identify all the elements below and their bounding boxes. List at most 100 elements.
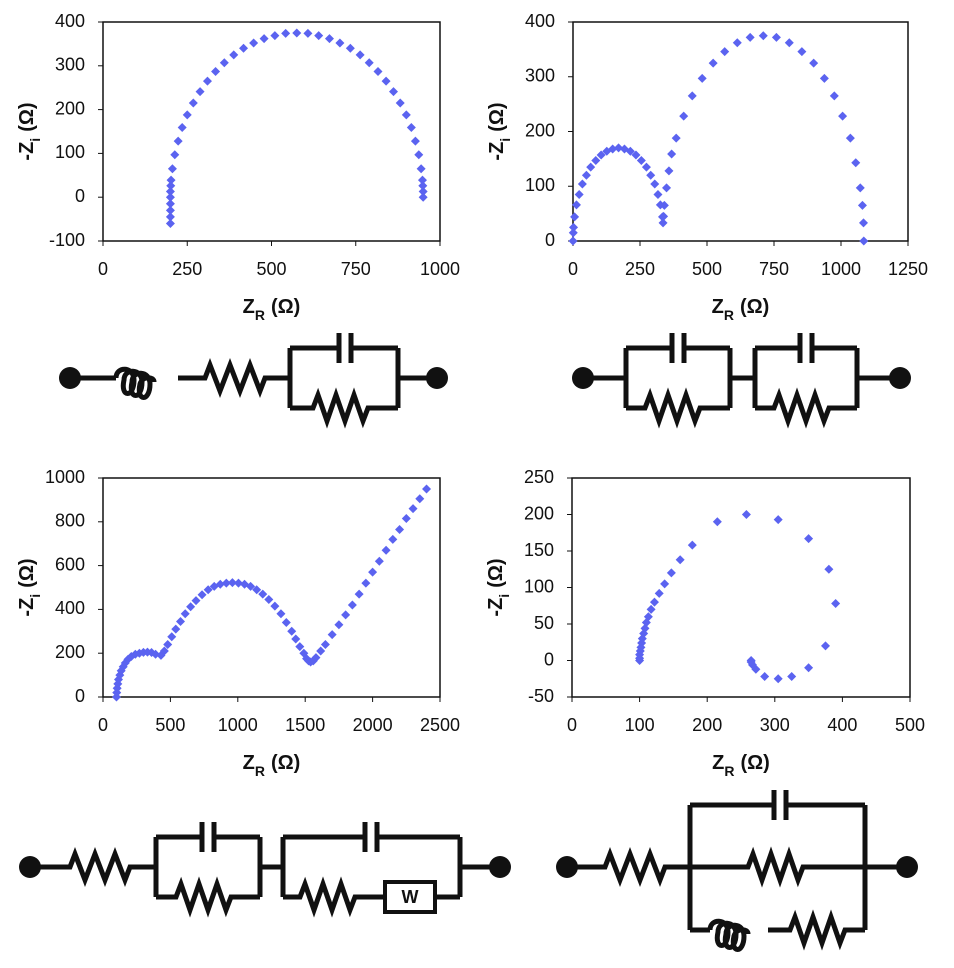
point (292, 28, 302, 38)
point (408, 504, 418, 514)
x-tick-label: 1500 (285, 715, 325, 735)
point (720, 47, 730, 57)
point (671, 133, 681, 143)
axis-title-sub: i (27, 138, 43, 142)
point (819, 73, 829, 83)
point (295, 642, 305, 652)
y-tick-label: 200 (55, 98, 85, 118)
point (314, 31, 324, 41)
point (264, 595, 274, 605)
x-axis-title: ZR (Ω) (243, 296, 301, 322)
point (653, 189, 663, 199)
y-axis-title: -Zi (Ω) (486, 102, 512, 160)
y-tick-label: 0 (75, 686, 85, 706)
point (746, 656, 756, 665)
point (368, 567, 378, 577)
point (276, 609, 286, 619)
point (191, 596, 201, 606)
point (773, 674, 783, 684)
y-tick-label: 0 (544, 649, 554, 669)
point (804, 534, 814, 544)
point (410, 136, 420, 146)
point (614, 143, 624, 153)
x-tick-label: 250 (172, 259, 202, 279)
axis-title-unit: (Ω) (271, 296, 300, 318)
axis-title-unit: (Ω) (740, 752, 769, 774)
x-tick-label: 300 (760, 715, 790, 735)
x-tick-label: 1250 (888, 259, 928, 279)
point (186, 602, 196, 612)
y-tick-label: 0 (75, 186, 85, 206)
y-axis-title: -Zi (Ω) (485, 558, 511, 616)
point (804, 663, 814, 673)
point (327, 630, 337, 640)
point (418, 187, 428, 197)
point (418, 181, 428, 191)
wires (567, 802, 907, 951)
axis-title-unit: (Ω) (16, 102, 38, 131)
y-tick-label: 250 (524, 467, 554, 487)
point (675, 555, 685, 565)
point (859, 218, 869, 228)
point (602, 146, 612, 156)
x-tick-label: 2000 (353, 715, 393, 735)
warburg-label: W (402, 887, 419, 907)
axis-title-main: -Z (486, 142, 508, 161)
axis-title-sub: R (724, 763, 734, 779)
inductor (707, 918, 751, 952)
point (165, 212, 175, 222)
point (415, 494, 425, 504)
y-tick-label: 1000 (45, 467, 85, 487)
point (252, 585, 262, 595)
point (347, 600, 357, 610)
point (809, 58, 819, 68)
x-axis-title: ZR (Ω) (243, 752, 301, 778)
point (166, 181, 176, 191)
point (664, 166, 674, 176)
axis-title-unit: (Ω) (16, 558, 38, 587)
chart-1: -100 0 100 200 300 400 0 250 500 750 1000 ZR (Ω) -Zi (… (16, 11, 460, 323)
point (857, 200, 867, 210)
circuit-4 (556, 790, 918, 952)
point (281, 618, 291, 628)
plot-frame (572, 21, 909, 242)
y-tick-label: -100 (49, 230, 85, 250)
point (197, 590, 207, 600)
point (732, 38, 742, 48)
x-tick-label: 1000 (821, 259, 861, 279)
point (708, 58, 718, 68)
point (422, 484, 432, 494)
point (165, 199, 175, 209)
point (414, 150, 424, 160)
point (655, 200, 665, 210)
point (281, 28, 291, 38)
point (373, 66, 383, 76)
y-tick-label: 150 (524, 540, 554, 560)
wires (583, 345, 900, 429)
y-axis-title: -Zi (Ω) (16, 558, 42, 616)
x-tick-label: 0 (98, 715, 108, 735)
x-tick-label: 1000 (420, 259, 460, 279)
point (303, 28, 313, 38)
point (855, 183, 865, 193)
axis-title-main: -Z (16, 598, 38, 617)
point (355, 50, 365, 60)
point (401, 514, 411, 524)
circuit-2 (572, 333, 911, 429)
point (406, 123, 416, 133)
axis-title-main: -Z (485, 598, 507, 617)
point (182, 110, 192, 120)
point (388, 87, 398, 97)
capacitor (336, 333, 354, 363)
point (417, 175, 427, 185)
x-tick-label: 500 (155, 715, 185, 735)
point (821, 641, 830, 651)
point (641, 162, 651, 172)
y-tick-label: 400 (55, 11, 85, 31)
point (270, 601, 280, 611)
point (619, 144, 629, 154)
axis-title-main: -Z (16, 142, 38, 161)
point (320, 639, 330, 649)
wires (30, 834, 500, 918)
